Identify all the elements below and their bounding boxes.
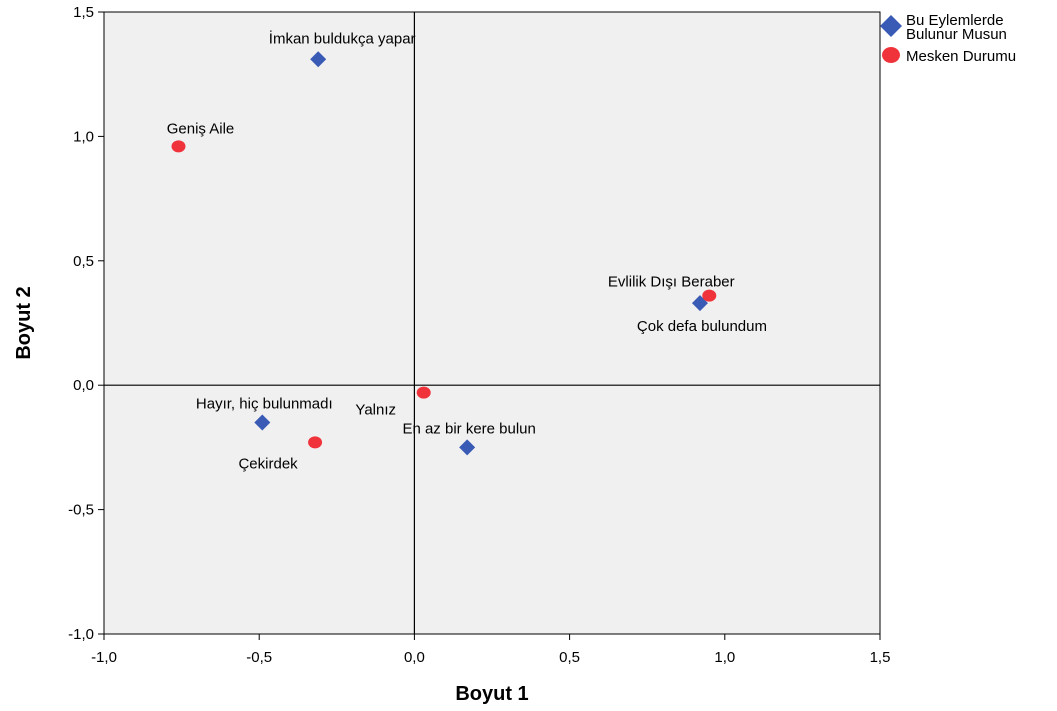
x-tick-label: 1,5 [870, 649, 891, 666]
point-marker-diamond [459, 439, 476, 456]
x-axis-title: Boyut 1 [455, 683, 528, 705]
y-tick-label: 0,0 [73, 377, 94, 394]
legend-marker-diamond [880, 15, 902, 37]
point-marker-circle [308, 436, 323, 449]
point-label: Yalnız [355, 402, 396, 419]
y-tick-label: 0,5 [73, 253, 94, 270]
point-label: En az bir kere bulun [402, 420, 535, 437]
point-marker-diamond [254, 414, 271, 431]
point-marker-circle [416, 386, 431, 399]
x-tick-label: -1,0 [91, 649, 117, 666]
y-tick-label: 1,0 [73, 128, 94, 145]
y-tick-label: 1,5 [73, 4, 94, 21]
y-tick-label: -0,5 [68, 502, 94, 519]
legend-marker-circle [882, 47, 900, 63]
x-tick-label: 1,0 [714, 649, 735, 666]
point-marker-diamond [310, 51, 327, 68]
legend-label: Bulunur Musun [906, 26, 1007, 43]
point-label: Çok defa bulundum [637, 318, 767, 335]
legend-label: Bu Eylemlerde [906, 12, 1004, 29]
point-label: Çekirdek [238, 455, 298, 472]
x-tick-label: 0,5 [559, 649, 580, 666]
point-label: Geniş Aile [167, 120, 235, 137]
point-marker-circle [171, 140, 186, 153]
x-tick-label: 0,0 [404, 649, 425, 666]
point-marker-circle [702, 289, 717, 302]
y-axis-title: Boyut 2 [13, 286, 35, 359]
x-tick-label: -0,5 [246, 649, 272, 666]
legend-label: Mesken Durumu [906, 48, 1016, 65]
point-label: İmkan buldukça yapar [269, 29, 416, 47]
point-label: Hayır, hiç bulunmadı [196, 396, 333, 413]
point-label: Evlilik Dışı Beraber [608, 274, 735, 291]
y-tick-label: -1,0 [68, 626, 94, 643]
plot-area [103, 11, 881, 635]
